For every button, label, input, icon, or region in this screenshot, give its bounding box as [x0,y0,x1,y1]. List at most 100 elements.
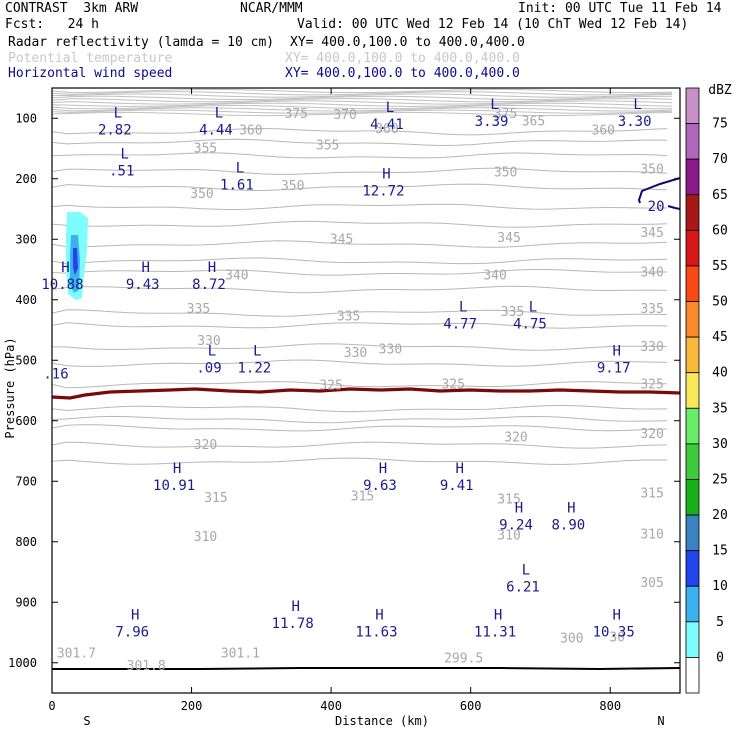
y-tick-label: 300 [15,232,37,246]
theta-label: 30 [609,630,625,645]
theta-label: 355 [316,138,339,153]
wind-extremum-value: 9.41 [440,478,474,494]
theta-label: 320 [194,438,217,453]
theta-label: 315 [204,491,227,506]
theta-label: 340 [640,266,663,281]
theta-contour [51,322,668,329]
plot-frame [51,87,681,694]
wind-extremum-type: L [215,105,223,121]
colorbar-segment [685,407,700,445]
dbz-colorbar: 0 5 10 15 20 25 30 35 40 45 50 55 60 65 70 75 [685,87,728,694]
theta-label: 335 [337,310,360,325]
x-tick-label: 200 [181,699,203,713]
theta-contour [51,359,668,367]
theta-label: 360 [592,123,615,138]
theta-contour [51,424,668,432]
colorbar-level-label: 45 [712,330,728,345]
theta-contour [51,415,668,424]
wind-extremum-value: 4.75 [513,317,547,333]
x-tick-label: 400 [320,699,342,713]
wind-extremum-type: H [455,461,463,477]
theta-label: 315 [640,486,663,501]
theta-contour [51,167,668,175]
field-reflectivity: Radar reflectivity (lamda = 10 cm) [8,35,275,50]
theta-contour [51,240,668,248]
theta-label: 310 [640,527,663,542]
theta-label: 301.7 [57,647,96,662]
wind-extremum-value: 2.82 [98,122,132,138]
theta-label: 375 [284,107,307,122]
colorbar-segment [685,265,700,302]
y-tick-label: 700 [15,474,37,488]
theta-label: 350 [494,166,517,181]
theta-label: 375 [494,107,517,122]
wind-extremum-value: 3.39 [475,114,509,130]
y-tick-label: 600 [15,414,37,428]
colorbar-segment [685,621,700,658]
x-tick-label: 0 [48,699,55,713]
colorbar-level-label: 55 [712,259,728,274]
strato-contour [51,100,673,105]
strato-contour [51,95,673,101]
theta-contour [51,183,668,192]
theta-label: 325 [640,377,663,392]
theta-label: 325 [441,377,464,392]
wind-extremum-value: 11.78 [272,616,314,632]
wind-extremum-value: 1.22 [237,360,271,376]
strato-contour [51,98,673,103]
wind-extremum-value: 9.17 [597,360,631,376]
theta-label: 300 [560,632,583,647]
theta-label: 320 [640,427,663,442]
y-tick-label: 800 [15,535,37,549]
theta-label: 335 [640,302,663,317]
wind-extremum-value: 3.30 [618,114,652,130]
jet-contour-line [637,177,681,204]
wind-extremum-value: 6.21 [506,579,540,595]
theta-contour [51,381,667,389]
wind-extremum-value: 9.63 [363,478,397,494]
strato-contour [51,91,673,96]
wind-extremum-type: L [490,97,498,113]
wind-extremum-type: H [61,260,69,276]
colorbar-segment [685,657,700,694]
field-reflectivity-xy: XY= 400.0,100.0 to 400.0,400.0 [290,35,525,50]
wind-extremum-value: 9.43 [126,277,160,293]
colorbar-level-label: 65 [712,188,728,203]
field-wind-xy: XY= 400.0,100.0 to 400.0,400.0 [285,66,520,81]
theta-label: 310 [194,530,217,545]
theta-label: 350 [190,187,213,202]
colorbar-segment [685,336,700,374]
strato-contour [51,109,673,114]
wind-extremum-type: L [253,343,261,359]
theta-contour-labels: 375 370 375 365 360 360 360 355 355 350 350 350 350 3… [57,107,664,674]
wind-extremum-type: L [386,100,394,116]
field-theta: Potential temperature [8,51,173,66]
theta-label: 350 [281,179,304,194]
wind-extremum-type: H [131,608,139,624]
axis-ticks: 100 200 300 400 500 600 700 800 900 1000 0 200 400 60… [8,88,680,713]
theta-label: 365 [522,114,545,129]
wind-extremum-value: 11.63 [355,625,397,641]
wind-extremum-type: H [494,608,502,624]
wind-extremum-value: 10.35 [593,625,635,641]
theta-contour-lines [51,127,668,466]
wind-extremum-value: 10.88 [41,277,83,293]
wind-extremum-value: 8.72 [192,277,226,293]
theta-contour [51,285,668,294]
north-end-label: N [657,714,664,728]
decor-layer [51,88,681,671]
theta-label: 315 [497,492,520,507]
wind-extremum-value: 1.61 [220,178,254,194]
colorbar-level-label: 20 [712,508,728,523]
reflectivity-core [73,248,78,275]
zero-contour-line [51,387,681,400]
jet-contour-line-2 [667,205,681,210]
theta-contour [51,404,668,413]
wind-extremum-type: H [141,260,149,276]
wind-extremum-type: H [567,501,575,517]
colorbar-segment [685,87,700,124]
theta-contour [51,269,667,276]
colorbar-segment [685,229,700,267]
wind-extremum-type: L [522,562,530,578]
wind-extremum-type: H [515,501,523,517]
